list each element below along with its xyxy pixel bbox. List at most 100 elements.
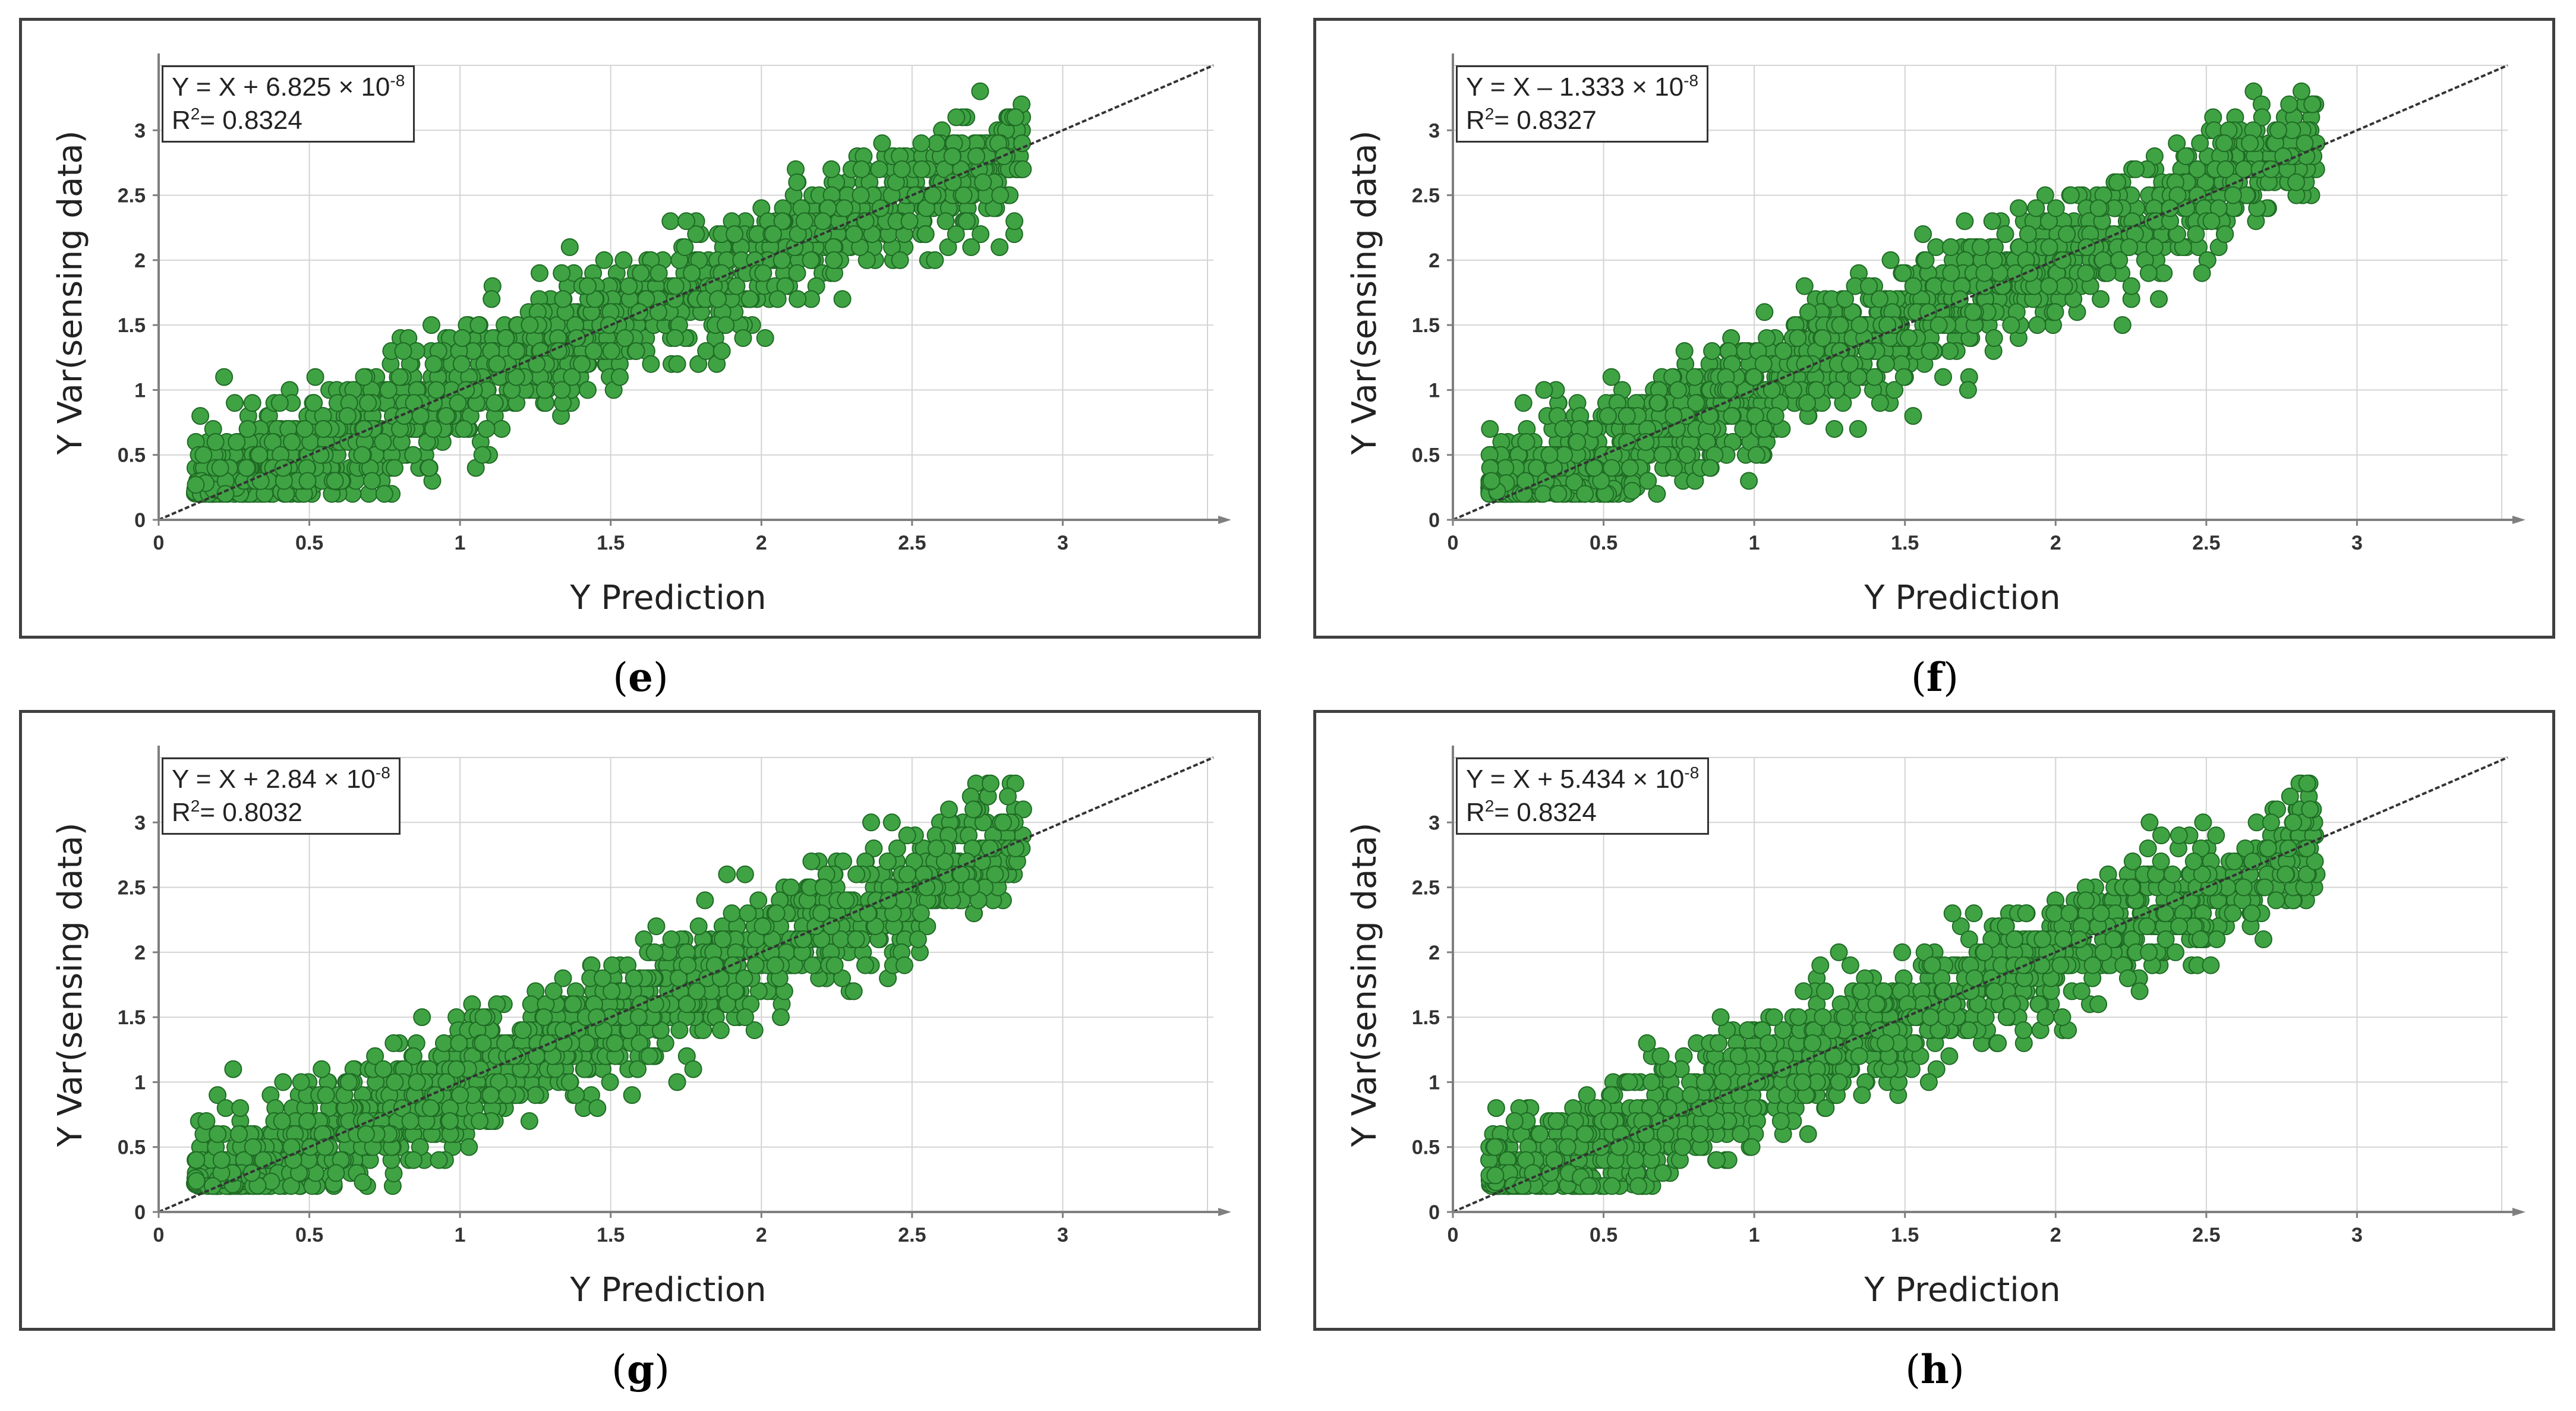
y-tick-label: 2	[134, 250, 146, 272]
data-point	[187, 1172, 206, 1190]
data-point	[1637, 433, 1655, 451]
data-point	[447, 1060, 466, 1078]
data-point	[1799, 303, 1817, 321]
data-point	[413, 1008, 431, 1027]
data-point	[379, 381, 398, 399]
data-point	[424, 420, 442, 438]
data-point	[2036, 186, 2054, 204]
x-tick-label: 2.5	[898, 1224, 926, 1246]
data-point	[2235, 160, 2253, 178]
data-point	[435, 1034, 453, 1052]
data-point	[1517, 433, 1535, 451]
data-point	[620, 277, 638, 295]
data-point	[1535, 381, 1553, 399]
data-point	[1774, 342, 1793, 360]
x-axis-title: Y Prediction	[569, 579, 766, 617]
data-point	[224, 1060, 242, 1078]
data-point	[689, 355, 708, 373]
data-point	[338, 407, 357, 425]
data-point	[567, 329, 586, 347]
y-tick-label: 1	[134, 379, 146, 402]
data-point	[1886, 381, 1904, 399]
data-point	[603, 982, 621, 1000]
data-point	[717, 316, 735, 334]
data-point	[834, 852, 852, 870]
data-point	[2161, 199, 2179, 217]
data-point	[677, 212, 695, 231]
data-point	[1006, 108, 1024, 127]
fit-line	[158, 756, 1214, 1213]
x-tick-label: 2.5	[898, 532, 926, 554]
r2-text-e: R2= 0.8324	[172, 105, 302, 135]
data-point	[913, 160, 931, 178]
x-tick-label: 1	[455, 532, 466, 554]
data-point	[1914, 225, 1932, 244]
data-point	[191, 407, 210, 425]
data-point	[972, 225, 990, 244]
data-point	[1808, 381, 1826, 399]
data-point	[544, 982, 563, 1000]
data-point	[974, 173, 992, 191]
equation-box-g: Y = X + 2.84 × 10-8 R2= 0.8032	[162, 757, 401, 835]
data-point	[215, 368, 234, 386]
data-point	[520, 1112, 538, 1130]
data-point	[573, 355, 591, 373]
data-point	[1836, 290, 1854, 308]
data-point	[238, 420, 257, 438]
y-tick-label: 0	[134, 509, 146, 532]
data-point	[1685, 368, 1704, 386]
data-point	[802, 852, 821, 870]
data-point	[386, 459, 403, 477]
data-point	[645, 943, 664, 961]
x-tick-label: 2.5	[2192, 532, 2220, 554]
data-point	[473, 446, 491, 464]
data-point	[1796, 355, 1814, 373]
data-point	[1841, 956, 1859, 974]
data-point	[1648, 485, 1666, 503]
data-point	[390, 368, 409, 386]
data-point	[560, 238, 579, 256]
data-point	[1755, 420, 1773, 438]
data-point	[668, 355, 686, 373]
data-point	[1678, 446, 1696, 464]
data-point	[912, 134, 931, 153]
data-point	[1746, 407, 1764, 425]
data-point	[688, 982, 706, 1000]
x-tick-label: 0.5	[1590, 532, 1618, 554]
data-point	[317, 1086, 335, 1104]
data-point	[1014, 160, 1032, 178]
data-point	[718, 995, 736, 1014]
data-point	[630, 1034, 649, 1052]
data-point	[739, 904, 757, 923]
data-point	[424, 355, 443, 373]
data-point	[498, 1086, 516, 1104]
data-point	[1865, 368, 1884, 386]
data-point	[1664, 407, 1683, 425]
data-point	[469, 316, 488, 334]
data-point	[488, 355, 506, 373]
data-point	[536, 381, 554, 399]
data-point	[1745, 368, 1763, 386]
y-tick-label: 0.5	[118, 444, 146, 467]
caption-g: (g)	[611, 1346, 670, 1393]
data-point	[766, 956, 784, 974]
caption-e: (e)	[613, 654, 669, 700]
equation-text-g: Y = X + 2.84 × 10-8	[172, 763, 390, 794]
data-point	[1871, 394, 1889, 412]
data-point	[1565, 473, 1584, 491]
data-point	[2150, 290, 2168, 308]
data-point	[772, 1008, 790, 1027]
data-point	[554, 969, 572, 987]
data-point	[560, 1073, 579, 1091]
data-point	[1675, 342, 1694, 360]
data-point	[1549, 485, 1568, 503]
data-point	[991, 238, 1009, 256]
data-point	[2010, 199, 2028, 217]
data-point	[781, 878, 800, 897]
data-point	[640, 1047, 658, 1065]
data-point	[767, 904, 786, 923]
data-point	[726, 225, 744, 244]
data-point	[1825, 420, 1843, 438]
data-point	[2193, 264, 2211, 282]
data-point	[1540, 446, 1559, 464]
